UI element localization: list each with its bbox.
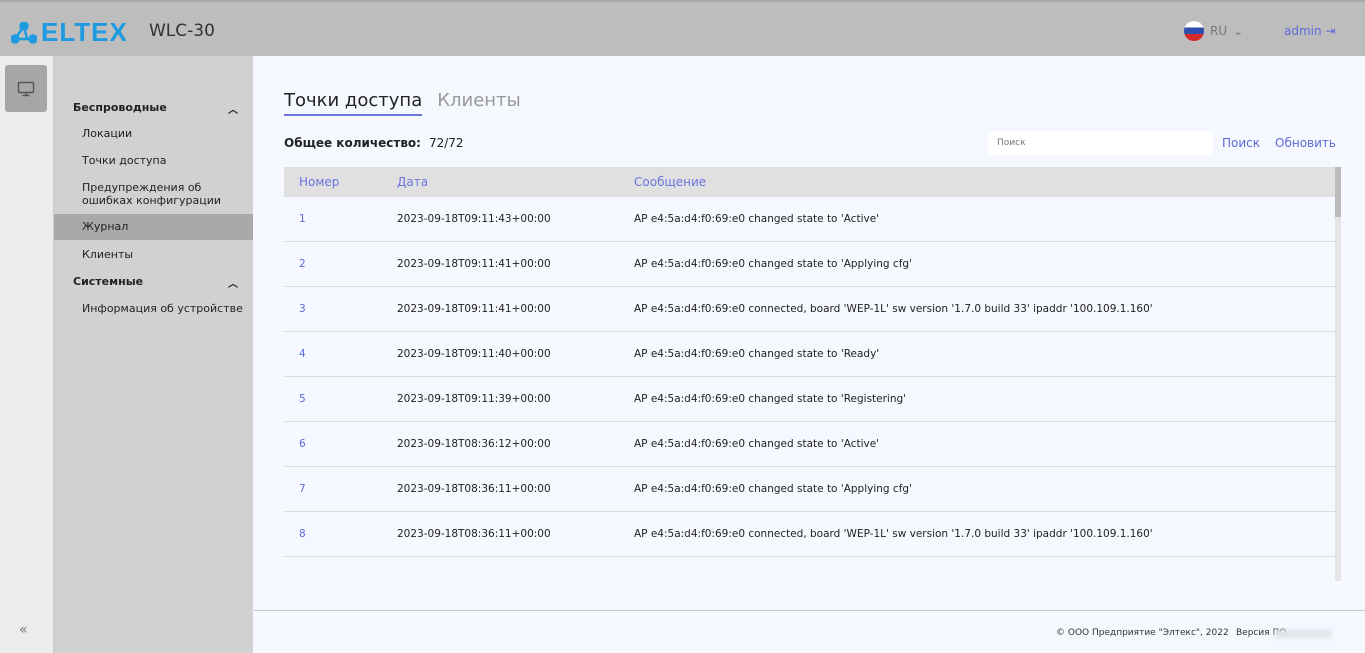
cell-message: AP e4:5a:d4:f0:69:e0 connected, board 'W… <box>634 303 1153 315</box>
scrollbar-thumb[interactable] <box>1335 167 1341 217</box>
column-number[interactable]: Номер <box>299 175 340 189</box>
logo-text: ELTEX <box>41 17 128 47</box>
cell-date: 2023-09-18T08:36:11+00:00 <box>397 483 551 495</box>
tabs: Точки доступа Клиенты <box>284 90 521 116</box>
sidebar-group-system[interactable]: Системные ︿ <box>73 275 238 290</box>
table-row[interactable]: 4 2023-09-18T09:11:40+00:00 AP e4:5a:d4:f0… <box>284 332 1335 377</box>
sidebar-item-locations[interactable]: Локации <box>82 127 133 140</box>
cell-date: 2023-09-18T08:36:12+00:00 <box>397 438 551 450</box>
total-value: 72/72 <box>428 136 464 150</box>
cell-date: 2023-09-18T09:11:39+00:00 <box>397 393 551 405</box>
table-row[interactable]: 7 2023-09-18T08:36:11+00:00 AP e4:5a:d4:f0… <box>284 467 1335 512</box>
cell-number: 7 <box>299 483 306 495</box>
total-label: Общее количество: <box>284 136 421 150</box>
monitoring-button[interactable] <box>5 65 47 112</box>
cell-message: AP e4:5a:d4:f0:69:e0 changed state to 'R… <box>634 348 880 360</box>
cell-number: 4 <box>299 348 306 360</box>
total-count: Общее количество: 72/72 <box>284 136 464 150</box>
chevron-up-icon: ︿ <box>228 279 238 290</box>
table-row[interactable]: 2 2023-09-18T09:11:41+00:00 AP e4:5a:d4:f0… <box>284 242 1335 287</box>
firmware-version-redacted <box>1274 630 1332 638</box>
table-scrollbar[interactable] <box>1335 167 1341 581</box>
tab-clients[interactable]: Клиенты <box>437 90 521 111</box>
cell-number: 6 <box>299 438 306 450</box>
cell-message: AP e4:5a:d4:f0:69:e0 changed state to 'A… <box>634 438 880 450</box>
language-selector[interactable]: RU ⌄ <box>1184 21 1243 41</box>
top-bar: ELTEX WLC-30 RU ⌄ admin ⇥ <box>0 0 1365 56</box>
cell-number: 2 <box>299 258 306 270</box>
eltex-logo[interactable]: ELTEX <box>11 17 128 48</box>
cell-message: AP e4:5a:d4:f0:69:e0 changed state to 'R… <box>634 393 907 405</box>
device-model: WLC-30 <box>149 21 215 41</box>
cell-message: AP e4:5a:d4:f0:69:e0 changed state to 'A… <box>634 258 912 270</box>
cell-message: AP e4:5a:d4:f0:69:e0 changed state to 'A… <box>634 213 880 225</box>
sidebar-item-access-points[interactable]: Точки доступа <box>82 154 167 167</box>
table-header: Номер Дата Сообщение <box>284 167 1335 197</box>
cell-date: 2023-09-18T09:11:41+00:00 <box>397 303 551 315</box>
logout-icon: ⇥ <box>1325 24 1336 38</box>
tab-access-points[interactable]: Точки доступа <box>284 90 423 116</box>
cell-date: 2023-09-18T09:11:43+00:00 <box>397 213 551 225</box>
group-label: Системные <box>73 275 144 288</box>
sidebar-item-journal[interactable]: Журнал <box>54 214 253 240</box>
chevron-up-icon: ︿ <box>228 105 238 116</box>
monitor-icon <box>17 81 35 96</box>
sidebar-item-device-info[interactable]: Информация об устройстве <box>82 302 243 315</box>
table-row[interactable]: 8 2023-09-18T08:36:11+00:00 AP e4:5a:d4:f0… <box>284 512 1335 557</box>
language-label: RU <box>1210 24 1228 38</box>
cell-message: AP e4:5a:d4:f0:69:e0 changed state to 'A… <box>634 483 912 495</box>
search-button[interactable]: Поиск <box>1222 136 1261 150</box>
cell-date: 2023-09-18T09:11:40+00:00 <box>397 348 551 360</box>
firmware-version-label: Версия ПО <box>1236 628 1287 638</box>
column-date[interactable]: Дата <box>397 175 429 189</box>
collapse-sidebar-icon[interactable]: « <box>19 622 28 638</box>
copyright: © ООО Предприятие "Элтекс", 2022 <box>1056 628 1229 638</box>
footer: © ООО Предприятие "Элтекс", 2022 Версия … <box>254 610 1365 653</box>
cell-message: AP e4:5a:d4:f0:69:e0 connected, board 'W… <box>634 528 1153 540</box>
sidebar-item-clients[interactable]: Клиенты <box>82 248 134 261</box>
russia-flag-icon <box>1184 21 1204 41</box>
column-message[interactable]: Сообщение <box>634 175 707 189</box>
table-row[interactable]: 6 2023-09-18T08:36:12+00:00 AP e4:5a:d4:f0… <box>284 422 1335 467</box>
table-row[interactable]: 3 2023-09-18T09:11:41+00:00 AP e4:5a:d4:f0… <box>284 287 1335 332</box>
sidebar: Беспроводные ︿ Локации Точки доступа Пред… <box>54 56 253 653</box>
sidebar-item-config-errors[interactable]: Предупреждения об ошибках конфигурации <box>82 181 222 207</box>
cell-date: 2023-09-18T09:11:41+00:00 <box>397 258 551 270</box>
search-input[interactable] <box>988 131 1213 155</box>
table-row[interactable]: 5 2023-09-18T09:11:39+00:00 AP e4:5a:d4:f0… <box>284 377 1335 422</box>
chevron-down-icon: ⌄ <box>1233 24 1244 38</box>
group-label: Беспроводные <box>73 101 167 114</box>
user-logout[interactable]: admin ⇥ <box>1284 24 1336 38</box>
cell-number: 8 <box>299 528 306 540</box>
table-row[interactable]: 1 2023-09-18T09:11:43+00:00 AP e4:5a:d4:f0… <box>284 197 1335 242</box>
refresh-button[interactable]: Обновить <box>1275 136 1336 150</box>
left-rail: « <box>0 56 54 653</box>
journal-table: Номер Дата Сообщение 1 2023-09-18T09:11:4… <box>284 167 1335 557</box>
cell-date: 2023-09-18T08:36:11+00:00 <box>397 528 551 540</box>
username: admin <box>1284 24 1322 38</box>
cell-number: 3 <box>299 303 306 315</box>
cell-number: 5 <box>299 393 306 405</box>
sidebar-group-wireless[interactable]: Беспроводные ︿ <box>73 101 238 116</box>
cell-number: 1 <box>299 213 306 225</box>
logo-icon <box>11 21 37 44</box>
